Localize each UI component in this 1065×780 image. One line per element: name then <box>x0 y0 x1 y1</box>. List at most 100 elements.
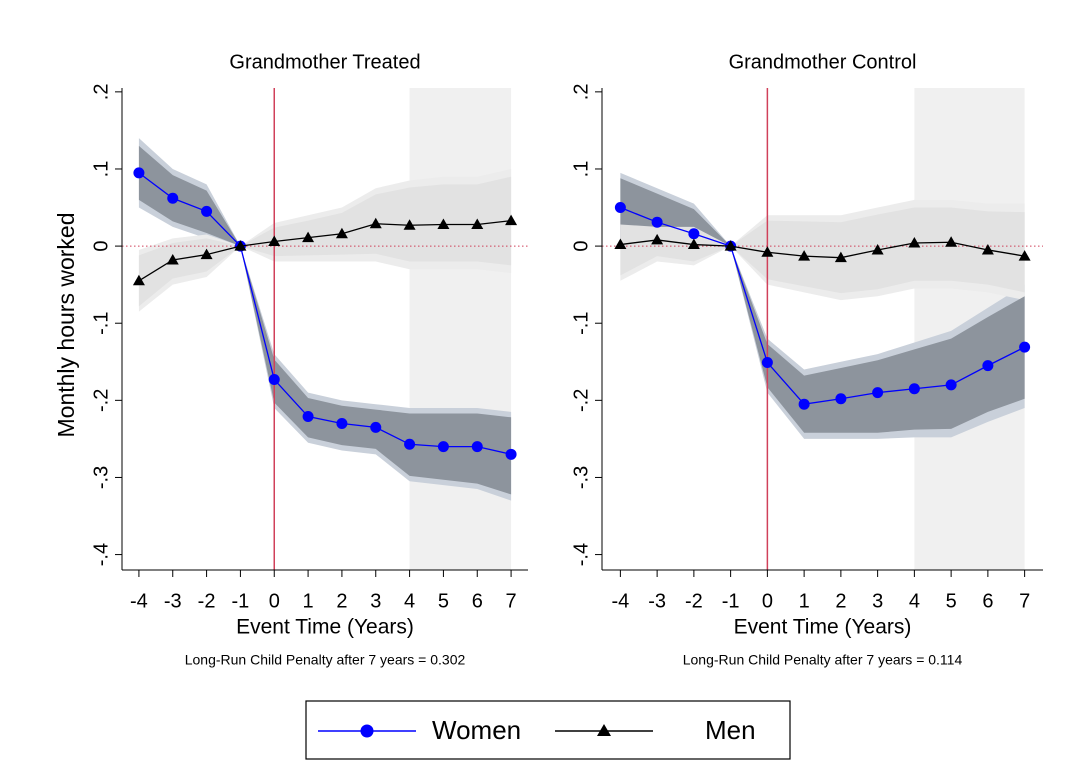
y-tick-label: -.4 <box>90 543 112 566</box>
confidence-band <box>138 176 512 307</box>
point <box>687 238 700 250</box>
x-tick-label: -3 <box>164 590 182 612</box>
point <box>1018 250 1031 261</box>
y-tick-label: -.3 <box>570 466 592 489</box>
point <box>132 274 145 286</box>
point <box>761 246 774 257</box>
point <box>834 251 847 263</box>
x-tick-label: -2 <box>685 590 703 612</box>
confidence-band <box>138 145 512 495</box>
point <box>982 360 994 372</box>
y-tick-label: .1 <box>90 161 112 178</box>
point <box>835 393 847 405</box>
x-tick-label: 3 <box>872 590 883 612</box>
point <box>200 248 213 260</box>
x-axis-label: Event Time (Years) <box>236 616 414 639</box>
point <box>724 240 737 251</box>
panel-title: Grandmother Control <box>729 51 917 73</box>
point <box>614 202 626 214</box>
x-tick-label: -4 <box>130 590 148 612</box>
x-tick-label: 4 <box>404 590 415 612</box>
point <box>651 233 664 245</box>
point <box>651 216 663 228</box>
x-tick-label: -2 <box>198 590 216 612</box>
point <box>798 250 811 261</box>
x-tick-label: 7 <box>1019 590 1030 612</box>
point <box>505 448 517 460</box>
y-tick-label: .1 <box>570 161 592 178</box>
legend-marker <box>360 724 374 738</box>
x-tick-label: 5 <box>946 590 957 612</box>
x-tick-label: 3 <box>370 590 381 612</box>
point <box>471 441 483 453</box>
x-tick-label: -4 <box>611 590 629 612</box>
point <box>369 217 382 229</box>
confidence-band <box>138 138 512 501</box>
point <box>945 236 958 247</box>
y-tick-label: 0 <box>570 241 592 252</box>
shaded-region <box>409 88 512 570</box>
point <box>471 218 484 230</box>
legend-marker <box>597 724 611 736</box>
point <box>908 237 921 248</box>
point <box>872 387 884 399</box>
point <box>798 398 810 410</box>
note: Long-Run Child Penalty after 7 years = 0… <box>185 652 466 668</box>
point <box>945 379 957 391</box>
y-axis-label: Monthly hours worked <box>53 213 79 438</box>
x-tick-label: 5 <box>438 590 449 612</box>
point <box>614 238 627 250</box>
x-tick-label: 1 <box>799 590 810 612</box>
y-tick-label: .2 <box>570 84 592 101</box>
confidence-band <box>620 207 1025 294</box>
y-tick-label: 0 <box>90 241 112 252</box>
x-tick-label: 1 <box>303 590 314 612</box>
legend-label: Men <box>705 715 756 745</box>
note: Long-Run Child Penalty after 7 years = 0… <box>683 652 963 668</box>
point <box>688 228 700 240</box>
x-tick-label: -1 <box>232 590 250 612</box>
y-tick-label: .2 <box>90 84 112 101</box>
y-tick-label: -.2 <box>570 389 592 412</box>
point <box>201 205 213 217</box>
series-line <box>138 172 512 455</box>
point <box>437 218 450 230</box>
point <box>268 374 280 386</box>
point <box>234 240 247 251</box>
point <box>404 438 416 450</box>
point <box>133 167 145 179</box>
x-tick-label: 4 <box>909 590 920 612</box>
x-tick-label: -1 <box>722 590 740 612</box>
series-line <box>138 220 512 282</box>
x-tick-label: 6 <box>982 590 993 612</box>
x-tick-label: 7 <box>506 590 517 612</box>
x-axis-label: Event Time (Years) <box>734 616 912 639</box>
point <box>335 227 348 239</box>
point <box>268 235 281 246</box>
point <box>302 231 315 243</box>
point <box>908 383 920 395</box>
y-tick-label: -.1 <box>90 312 112 335</box>
y-tick-label: -.3 <box>90 466 112 489</box>
series-line <box>620 206 1025 405</box>
panel-title: Grandmother Treated <box>229 51 420 73</box>
point <box>761 357 773 369</box>
point <box>981 243 994 255</box>
x-tick-label: 2 <box>835 590 846 612</box>
y-tick-label: -.2 <box>90 389 112 412</box>
legend-box <box>305 700 791 760</box>
point <box>403 219 416 230</box>
y-tick-label: -.4 <box>570 543 592 566</box>
x-tick-label: 6 <box>472 590 483 612</box>
point <box>871 243 884 255</box>
point <box>1019 341 1031 353</box>
point <box>166 253 179 265</box>
x-tick-label: 0 <box>269 590 280 612</box>
x-tick-label: -3 <box>648 590 666 612</box>
legend-label: Women <box>432 715 521 745</box>
x-tick-label: 0 <box>762 590 773 612</box>
series-line <box>620 239 1025 259</box>
point <box>336 417 348 429</box>
point <box>505 214 518 226</box>
